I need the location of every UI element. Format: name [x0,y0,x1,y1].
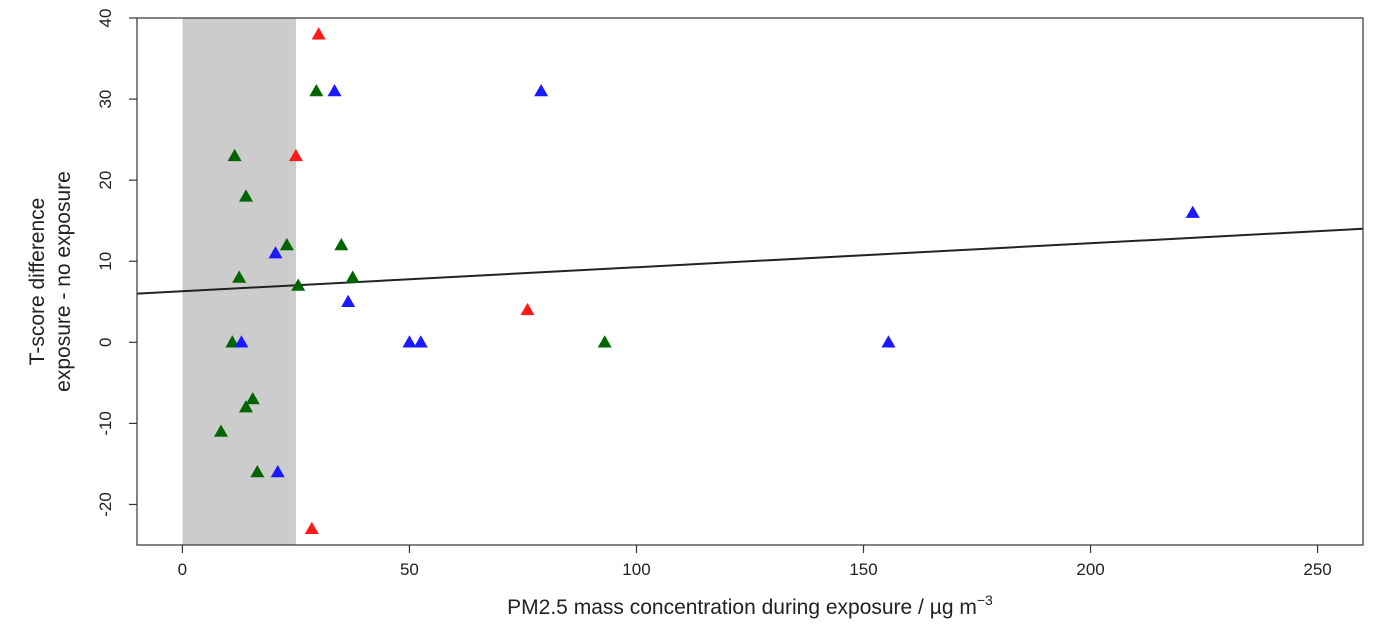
data-point-series-1-13 [250,465,265,478]
data-point-series-1-7 [291,278,306,291]
y-tick-label-6: 40 [96,9,115,28]
data-point-series-1-9 [597,335,612,348]
data-point-series-0-1 [288,148,303,162]
data-point-series-1-12 [214,424,229,437]
data-point-series-1-0 [309,83,324,97]
x-axis-title-main: PM2.5 mass concentration during exposure… [507,596,977,619]
x-tick-label-1: 50 [400,560,419,579]
data-point-series-2-7 [413,335,428,348]
data-point-series-0-2 [520,302,535,316]
data-point-series-2-5 [234,335,249,348]
x-tick-label-3: 150 [849,560,877,579]
y-tick-label-0: -20 [96,492,115,517]
data-point-series-1-11 [238,400,253,413]
data-point-series-1-2 [238,189,253,202]
plot-frame [136,17,1364,546]
data-point-series-2-9 [270,465,285,478]
data-point-series-1-3 [279,238,294,251]
data-point-series-1-6 [345,270,360,283]
x-tick-label-4: 200 [1076,560,1104,579]
data-point-series-2-3 [268,246,283,259]
data-point-series-0-0 [311,27,326,40]
y-tick-label-1: -10 [96,411,115,436]
y-axis-title-line-1: exposure - no exposure [52,171,75,392]
y-tick-label-3: 10 [96,252,115,271]
x-tick-label-2: 100 [622,560,650,579]
y-tick-label-2: 0 [96,338,115,347]
data-point-series-2-8 [881,335,896,348]
data-point-series-2-1 [534,83,549,97]
data-point-series-2-6 [402,335,417,348]
x-axis-title-superscript: −3 [977,592,993,608]
data-point-series-2-4 [341,294,356,308]
data-point-series-2-0 [327,83,342,97]
y-tick-label-5: 30 [96,90,115,109]
data-point-series-1-8 [225,335,240,348]
data-point-series-0-3 [304,521,319,535]
x-axis-title: PM2.5 mass concentration during exposure… [507,592,993,619]
x-tick-label-5: 250 [1303,560,1331,579]
y-tick-label-4: 20 [96,171,115,190]
trend-line [137,227,1363,295]
data-point-series-1-10 [245,392,260,405]
x-tick-label-0: 0 [178,560,187,579]
data-point-series-1-4 [334,238,349,251]
data-point-series-1-5 [232,270,247,283]
data-point-series-1-1 [227,148,242,162]
data-point-series-2-2 [1185,205,1200,218]
y-axis-title-line-0: T-score difference [26,198,49,366]
